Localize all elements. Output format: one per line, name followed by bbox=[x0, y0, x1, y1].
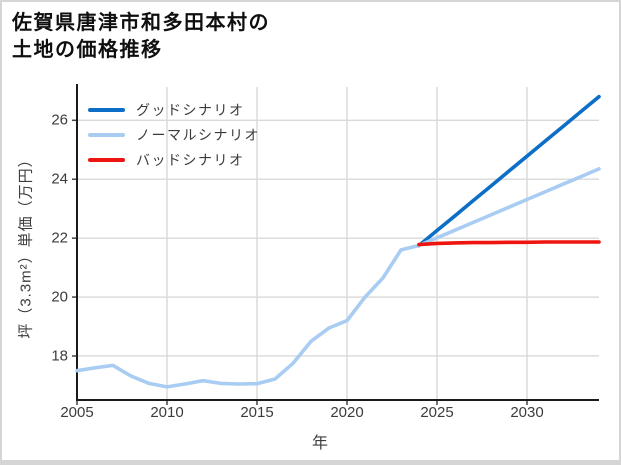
x-tick-label: 2005 bbox=[60, 404, 94, 421]
legend-item-normal: ノーマルシナリオ bbox=[88, 122, 260, 147]
x-tick-label: 2025 bbox=[420, 404, 454, 421]
x-tick-label: 2030 bbox=[510, 404, 544, 421]
legend: グッドシナリオ ノーマルシナリオ バッドシナリオ bbox=[88, 97, 260, 172]
legend-label: ノーマルシナリオ bbox=[136, 126, 260, 143]
legend-item-good: グッドシナリオ bbox=[88, 97, 260, 122]
legend-item-bad: バッドシナリオ bbox=[88, 147, 260, 172]
y-tick-label: 22 bbox=[51, 229, 68, 247]
x-tick-label: 2020 bbox=[330, 404, 364, 421]
chart-title-line2: 土地の価格推移 bbox=[12, 38, 163, 61]
y-tick-label: 20 bbox=[51, 288, 68, 306]
legend-label: バッドシナリオ bbox=[136, 151, 245, 168]
chart-title: 佐賀県唐津市和多田本村の 土地の価格推移 bbox=[12, 10, 270, 63]
x-tick-label: 2010 bbox=[150, 404, 184, 421]
x-tick-label: 2015 bbox=[240, 404, 274, 421]
y-axis-label: 坪（3.3m²）単価（万円） bbox=[17, 151, 35, 339]
series-実績（ノーマル） bbox=[75, 243, 421, 389]
series-グッドシナリオ bbox=[417, 94, 601, 248]
good-scenario-line-icon bbox=[88, 107, 125, 112]
bad-scenario-line-icon bbox=[88, 157, 125, 162]
normal-scenario-line-icon bbox=[88, 132, 125, 137]
series-ノーマルシナリオ bbox=[417, 167, 601, 248]
x-axis-label: 年 bbox=[311, 435, 329, 452]
legend-label: グッドシナリオ bbox=[136, 101, 245, 118]
y-tick-label: 26 bbox=[51, 111, 68, 129]
series-バッドシナリオ bbox=[417, 240, 601, 247]
y-tick-label: 18 bbox=[51, 347, 68, 365]
y-tick-label: 24 bbox=[51, 170, 68, 188]
chart-title-line1: 佐賀県唐津市和多田本村の bbox=[12, 12, 270, 34]
